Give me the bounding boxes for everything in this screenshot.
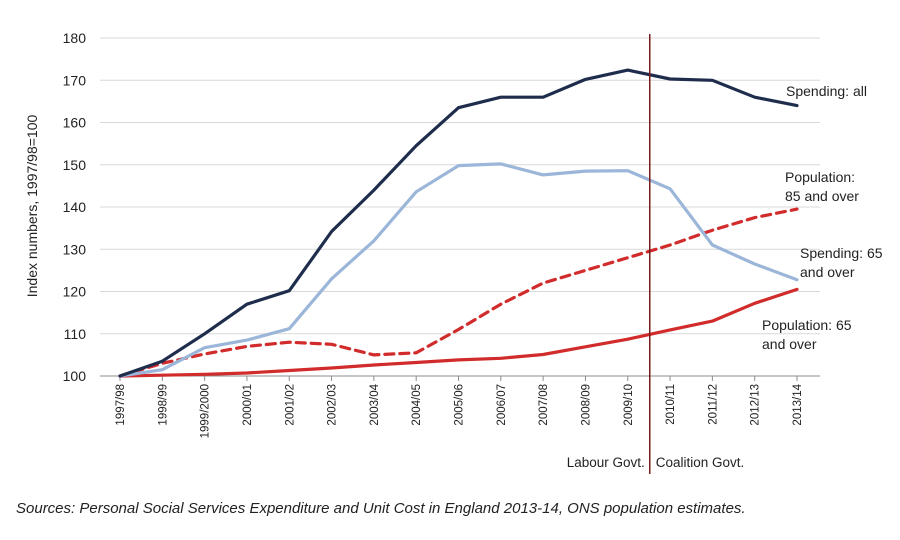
- series-label: Spending: all: [786, 83, 867, 99]
- period-label-labour: Labour Govt.: [567, 455, 645, 470]
- series-labels: Spending: all Spending: 65 and over Populat…: [762, 83, 883, 352]
- source-note: Sources: Personal Social Services Expend…: [16, 500, 746, 517]
- x-tick-label: 2009/10: [623, 384, 635, 426]
- series-lines: [118, 68, 799, 378]
- y-tick-label: 100: [63, 368, 87, 384]
- line-chart: 100 110 120 130 140 150 160 170 180 1997/98 1998/9…: [24, 30, 883, 474]
- x-tick-label: 2004/05: [411, 384, 423, 426]
- x-tick-label: 2011/12: [707, 384, 719, 425]
- y-tick-label: 170: [63, 72, 87, 88]
- x-tick-label: 2010/11: [665, 384, 677, 425]
- axes: 100 110 120 130 140 150 160 170 180 1997/98 1998/9…: [63, 30, 820, 438]
- x-tick-label: 1999/2000: [200, 384, 212, 438]
- x-tick-label: 2006/07: [496, 384, 508, 426]
- y-tick-label: 130: [63, 241, 87, 257]
- x-tick-label: 2005/06: [454, 384, 466, 426]
- y-tick-label: 180: [63, 30, 87, 46]
- series-line-population-65-and-over: [118, 287, 799, 378]
- x-tick-label: 2001/02: [284, 384, 296, 426]
- x-tick-label: 2007/08: [538, 384, 550, 426]
- period-label-coalition: Coalition Govt.: [656, 455, 745, 470]
- y-tick-label: 110: [64, 326, 87, 342]
- series-line-population-85-and-over: [118, 207, 799, 378]
- gridlines: [100, 37, 820, 335]
- x-tick-label: 1998/99: [157, 384, 169, 426]
- y-axis-label: Index numbers, 1997/98=100: [24, 115, 40, 298]
- series-label: Population: 85 and over: [785, 169, 859, 204]
- x-tick-label: 2012/13: [750, 384, 762, 426]
- x-tick-label: 2003/04: [369, 383, 381, 425]
- x-tick-label: 2002/03: [327, 384, 339, 426]
- series-line-spending-65-and-over: [118, 162, 799, 378]
- y-tick-label: 140: [63, 199, 87, 215]
- x-tick-label: 1997/98: [115, 384, 127, 426]
- series-label: Spending: 65 and over: [800, 245, 883, 280]
- y-tick-label: 150: [63, 157, 87, 173]
- x-tick-label: 2008/09: [580, 384, 592, 426]
- x-tick-label: 2000/01: [242, 384, 254, 426]
- x-tick-label: 2013/14: [792, 383, 804, 425]
- series-label: Population: 65 and over: [762, 317, 852, 352]
- y-tick-label: 120: [63, 284, 87, 300]
- y-tick-label: 160: [63, 115, 87, 131]
- series-line-spending-all: [118, 68, 799, 378]
- government-divider: Labour Govt. Coalition Govt.: [567, 34, 745, 474]
